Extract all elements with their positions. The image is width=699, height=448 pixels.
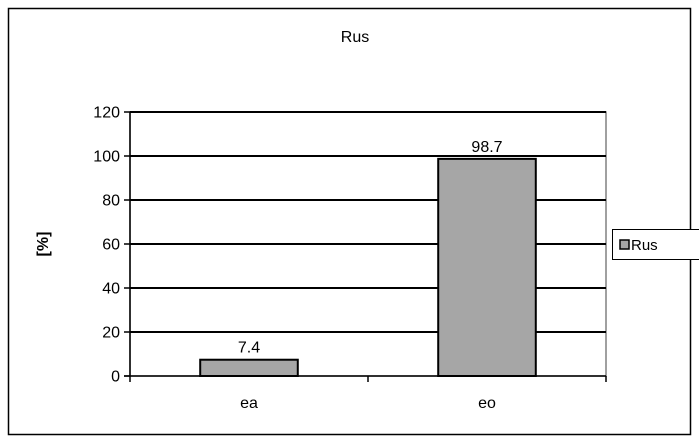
- y-tick-label-40: 40: [102, 281, 120, 298]
- y-tick-label-0: 0: [111, 369, 120, 386]
- y-axis-label: [%]: [35, 232, 52, 257]
- y-tick-label-100: 100: [93, 149, 120, 166]
- x-tick-label-eo: eo: [478, 395, 496, 412]
- y-tick-label-60: 60: [102, 237, 120, 254]
- bar-ea: [200, 360, 298, 376]
- legend: Rus: [613, 230, 699, 260]
- legend-label: Rus: [631, 237, 658, 254]
- y-tick-label-120: 120: [93, 105, 120, 122]
- y-tick-label-80: 80: [102, 193, 120, 210]
- legend-swatch: [620, 240, 629, 249]
- chart-title: Rus: [341, 29, 369, 46]
- x-tick-label-ea: ea: [240, 395, 258, 412]
- data-label-ea: 7.4: [238, 340, 260, 357]
- data-label-eo: 98.7: [471, 139, 502, 156]
- y-tick-label-20: 20: [102, 325, 120, 342]
- bar-eo: [438, 159, 536, 376]
